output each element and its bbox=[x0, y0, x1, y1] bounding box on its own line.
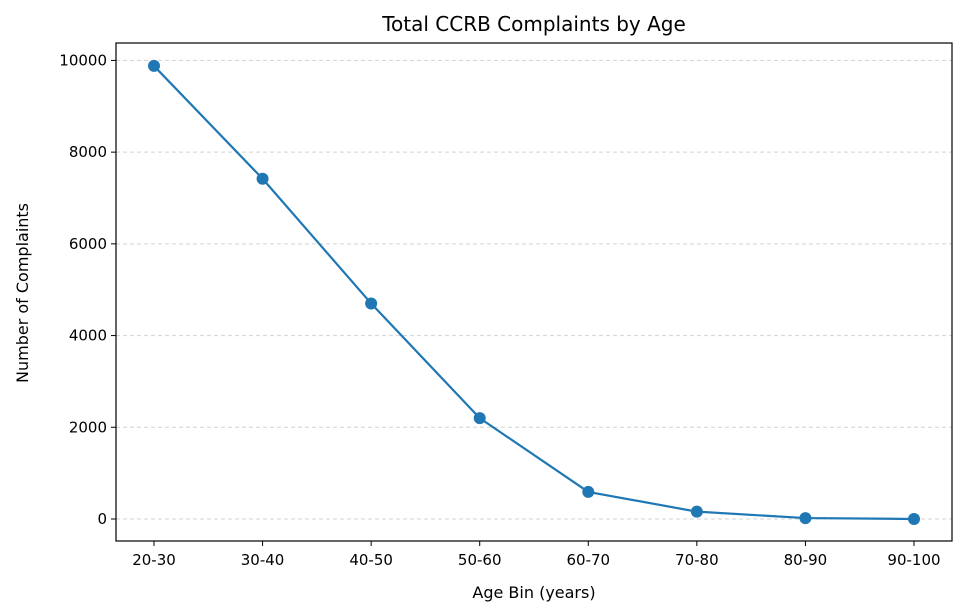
chart-title: Total CCRB Complaints by Age bbox=[381, 12, 686, 36]
data-point-80-90 bbox=[799, 512, 812, 525]
x-axis-label: Age Bin (years) bbox=[472, 583, 595, 602]
y-tick-label: 0 bbox=[97, 510, 107, 528]
data-point-40-50 bbox=[365, 297, 378, 310]
x-tick-label: 70-80 bbox=[675, 551, 719, 569]
data-point-30-40 bbox=[256, 172, 269, 185]
x-tick-label: 80-90 bbox=[784, 551, 828, 569]
y-tick-label: 8000 bbox=[69, 143, 107, 161]
series-line bbox=[153, 65, 915, 521]
x-tick-label: 30-40 bbox=[241, 551, 285, 569]
data-point-60-70 bbox=[582, 485, 595, 498]
data-point-70-80 bbox=[690, 505, 703, 518]
plot-frame bbox=[115, 42, 953, 542]
x-tick-label: 20-30 bbox=[132, 551, 176, 569]
x-tick-label: 40-50 bbox=[349, 551, 393, 569]
series-layer bbox=[148, 59, 920, 525]
data-point-20-30 bbox=[148, 59, 160, 72]
y-tick-label: 2000 bbox=[69, 418, 107, 436]
y-axis-label: Number of Complaints bbox=[13, 203, 32, 383]
x-tick-label: 60-70 bbox=[566, 551, 610, 569]
y-tick-label: 10000 bbox=[59, 51, 107, 69]
data-point-50-60 bbox=[473, 412, 486, 425]
y-tick-label: 4000 bbox=[69, 327, 107, 345]
data-point-90-100 bbox=[908, 512, 920, 525]
x-axis: 20-30 30-40 40-50 50-60 60-70 70-80 80-90 90-10… bbox=[132, 541, 941, 569]
x-tick-label: 90-100 bbox=[887, 551, 940, 569]
y-tick-label: 6000 bbox=[69, 235, 107, 253]
y-axis: 0 2000 4000 6000 8000 10000 bbox=[59, 51, 116, 528]
x-tick-label: 50-60 bbox=[458, 551, 502, 569]
